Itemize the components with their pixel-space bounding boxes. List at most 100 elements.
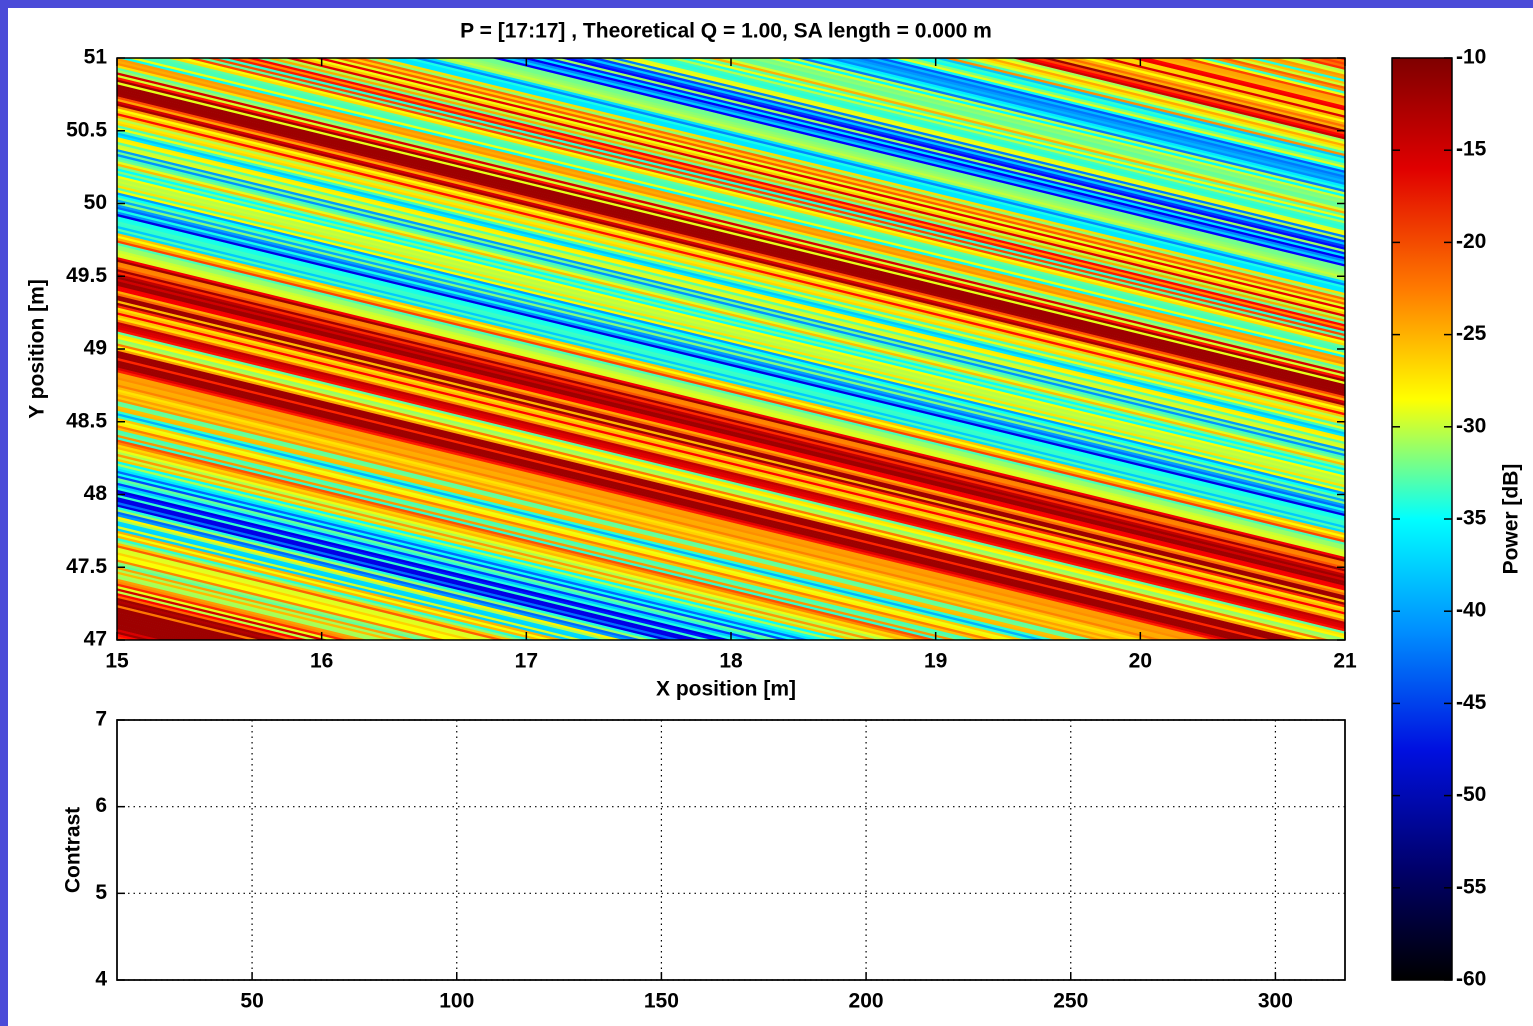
heatmap-stripe [1020, 58, 1345, 138]
heatmap-stripe [117, 271, 1345, 575]
heatmap-stripe [117, 86, 1345, 390]
heatmap-stripe [538, 58, 1345, 255]
heatmap-stripe [117, 554, 467, 640]
heatmap-stripe [117, 576, 378, 640]
heatmap-stripe [117, 213, 1345, 517]
heatmap-stripe [637, 58, 1345, 231]
heatmap-stripe [627, 58, 1345, 234]
heatmap-stripe [117, 537, 536, 640]
x-axis-label: X position [m] [656, 678, 796, 701]
heatmap-stripe [117, 417, 1027, 640]
heatmap-stripe [117, 389, 1145, 640]
heatmap-stripe [117, 453, 879, 640]
heatmap-stripe [117, 93, 1345, 397]
heatmap-stripe [117, 134, 1345, 438]
heatmap-stripe [117, 355, 1282, 640]
heatmap-stripe [117, 401, 1096, 640]
colorbar-tick-label: -10 [1456, 46, 1486, 69]
heatmap-stripe [1000, 58, 1345, 143]
heatmap-stripe [646, 58, 1345, 229]
heatmap-stripe [273, 58, 1345, 320]
heatmap-stripe [117, 185, 1345, 488]
heatmap-stripe [117, 475, 791, 640]
heatmap-stripe [117, 156, 1345, 459]
colorbar-tick-label: -25 [1456, 322, 1487, 345]
heatmap-stripe [117, 221, 1345, 524]
heatmap-stripe [117, 216, 1345, 519]
heatmap-stripe [117, 429, 978, 640]
y-axis-label: Y position [m] [26, 279, 49, 419]
heatmap-stripe [117, 101, 1345, 404]
heatmap-stripe [597, 58, 1345, 241]
heatmap-stripe [126, 58, 1345, 356]
heatmap-stripe [117, 506, 663, 640]
heatmap-image [117, 58, 1345, 640]
heatmap-stripe [676, 58, 1345, 222]
chart-title: P = [17:17] , Theoretical Q = 1.00, SA l… [460, 20, 992, 43]
heatmap-stripe [117, 259, 1345, 563]
heatmap-stripe [656, 58, 1345, 227]
colorbar-tick-label: -55 [1456, 875, 1487, 898]
x-tick-label: 21 [1333, 650, 1357, 673]
heatmap-stripe [117, 343, 1331, 640]
heatmap-stripe [117, 161, 1345, 464]
heatmap-stripe [117, 427, 987, 640]
x-tick-label: 20 [1129, 650, 1152, 673]
heatmap-stripe [117, 451, 889, 640]
heatmap-stripe [902, 58, 1345, 167]
heatmap-stripe [117, 69, 1345, 373]
heatmap-stripe [117, 367, 1233, 640]
heatmap-stripe [117, 331, 1345, 635]
heatmap-stripe [117, 463, 840, 640]
heatmap-stripe [117, 348, 1312, 640]
heatmap-stripe [117, 144, 1345, 447]
x-tick-label: 200 [849, 990, 884, 1013]
heatmap-stripe [117, 403, 1086, 640]
heatmap-stripe [411, 58, 1345, 287]
heatmap-stripe [117, 473, 801, 640]
heatmap-stripe [391, 58, 1345, 291]
heatmap-stripe [941, 58, 1345, 157]
heatmap-stripe [1089, 58, 1345, 121]
y-tick-label: 49.5 [66, 264, 107, 287]
heatmap-stripe [117, 300, 1345, 603]
y-tick-label: 48 [84, 482, 108, 505]
heatmap-stripe [1069, 58, 1345, 126]
heatmap-stripe [117, 552, 477, 640]
heatmap-stripe [117, 573, 388, 640]
heatmap-stripe [117, 115, 1345, 419]
heatmap-stripe [117, 113, 1345, 416]
heatmap-stripe [117, 324, 1345, 627]
heatmap-stripe [117, 465, 830, 640]
heatmap-stripe [882, 58, 1345, 171]
heatmap-stripe [195, 58, 1345, 339]
heatmap-stripe [117, 283, 1345, 587]
heatmap-stripe [332, 58, 1345, 306]
heatmap-stripe [440, 58, 1345, 279]
heatmap-stripe [117, 321, 1345, 625]
heatmap-stripe [117, 434, 958, 640]
heatmap-stripe [117, 249, 1345, 553]
heatmap-stripe [117, 410, 1056, 640]
heatmap-stripe [823, 58, 1345, 186]
y-tick-label: 6 [95, 794, 107, 817]
heatmap-stripe [117, 146, 1345, 450]
heatmap-stripe [568, 58, 1345, 248]
heatmap-stripe [117, 98, 1345, 402]
heatmap-stripe [117, 557, 457, 640]
heatmap-stripe [117, 393, 1125, 640]
heatmap-stripe [117, 194, 1345, 498]
heatmap-stripe [117, 307, 1345, 611]
heatmap-stripe [117, 266, 1345, 570]
heatmap-stripe [117, 317, 1345, 620]
heatmap-stripe [931, 58, 1345, 159]
heatmap-stripe [117, 163, 1345, 467]
heatmap-stripe [117, 333, 1345, 637]
y-tick-label: 50.5 [66, 118, 107, 141]
heatmap-stripe [558, 58, 1345, 251]
heatmap-stripe [117, 326, 1345, 630]
heatmap-stripe [117, 105, 1345, 409]
heatmap-stripe [117, 456, 870, 640]
heatmap-stripe [666, 58, 1345, 224]
